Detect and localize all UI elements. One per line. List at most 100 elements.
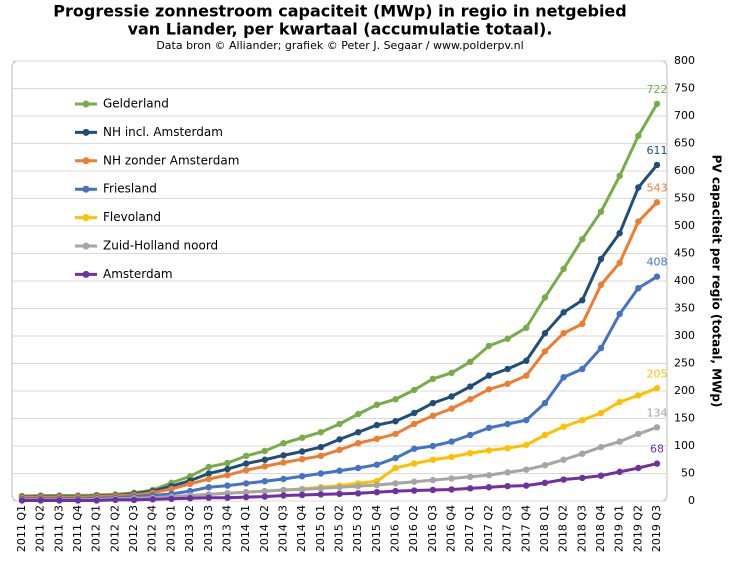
legend-label: Flevoland [103, 210, 161, 224]
point [392, 418, 399, 425]
value-label: 611 [647, 144, 668, 157]
y-tick-label: 150 [674, 412, 695, 425]
point [523, 357, 530, 364]
x-tick-label: 2017 Q3 [501, 505, 514, 552]
y-tick-label: 600 [674, 164, 695, 177]
x-tick-label: 2015 Q2 [333, 505, 346, 552]
point [485, 424, 493, 432]
point [317, 491, 325, 498]
y-tick-label: 200 [674, 384, 695, 397]
point [429, 442, 437, 450]
point [336, 436, 343, 443]
point [224, 490, 231, 497]
point [653, 199, 661, 206]
y-tick-label: 300 [674, 329, 695, 342]
point [392, 430, 399, 438]
point [280, 452, 287, 459]
point [579, 236, 586, 243]
point [504, 365, 511, 373]
value-label: 134 [647, 406, 668, 419]
x-tick-label: 2011 Q3 [52, 505, 65, 552]
point [392, 396, 399, 403]
x-tick-label: 2014 Q4 [295, 505, 308, 552]
point [523, 482, 530, 489]
x-tick-label: 2013 Q2 [183, 505, 196, 552]
value-label: 543 [647, 181, 668, 194]
point [354, 440, 362, 447]
point [560, 330, 567, 337]
point [336, 420, 343, 428]
legend-marker [82, 242, 90, 250]
point [560, 476, 567, 483]
y-tick-label: 100 [674, 439, 695, 452]
legend-marker [82, 100, 90, 108]
point [242, 452, 250, 460]
point [224, 482, 231, 489]
point [597, 344, 605, 352]
legend-marker [82, 157, 90, 165]
point [242, 489, 250, 496]
point [242, 493, 250, 501]
point [317, 443, 325, 451]
point [205, 463, 212, 471]
point [186, 495, 194, 502]
point [541, 348, 549, 355]
x-tick-label: 2011 Q4 [71, 505, 84, 552]
x-tick-label: 2017 Q1 [463, 505, 476, 552]
point [467, 449, 474, 457]
point [448, 393, 455, 400]
point [261, 463, 268, 470]
point [261, 493, 268, 500]
point [298, 486, 306, 493]
x-tick-label: 2014 Q2 [258, 505, 271, 552]
x-tick-label: 2014 Q3 [276, 505, 289, 552]
x-tick-label: 2013 Q3 [202, 505, 215, 552]
point [653, 100, 661, 108]
point [112, 496, 119, 504]
x-tick-label: 2018 Q3 [575, 505, 588, 552]
point [280, 475, 287, 483]
y-tick-label: 50 [681, 467, 695, 480]
x-tick-label: 2011 Q1 [15, 505, 28, 552]
point [616, 398, 623, 406]
point [224, 459, 231, 467]
point [130, 496, 138, 504]
point [504, 445, 511, 452]
point [467, 473, 474, 480]
point [392, 487, 399, 495]
point [448, 405, 455, 412]
point [242, 480, 250, 487]
point [653, 385, 661, 392]
point [597, 208, 605, 215]
point [653, 460, 661, 467]
legend-marker [82, 128, 90, 136]
point [429, 399, 437, 407]
y-tick-label: 550 [674, 192, 695, 205]
x-tick-label: 2016 Q2 [407, 505, 420, 552]
x-tick-label: 2012 Q3 [127, 505, 140, 552]
point [186, 487, 194, 495]
x-tick-label: 2019 Q1 [613, 505, 626, 552]
point [467, 358, 474, 366]
point [354, 410, 362, 418]
point [205, 484, 212, 491]
point [261, 447, 268, 455]
x-tick-label: 2018 Q4 [594, 505, 607, 552]
point [523, 416, 530, 424]
point [186, 480, 194, 488]
point [373, 461, 381, 468]
x-tick-label: 2013 Q4 [220, 505, 233, 552]
y-tick-label: 700 [674, 109, 695, 122]
legend-marker [82, 214, 90, 222]
legend-label: Gelderland [103, 97, 169, 111]
point [411, 409, 418, 417]
point [541, 294, 549, 301]
legend-marker [82, 185, 90, 193]
point [280, 459, 287, 466]
legend-marker [82, 270, 90, 278]
point [616, 229, 623, 237]
point [485, 447, 493, 454]
point [336, 467, 343, 474]
x-tick-label: 2017 Q4 [519, 505, 532, 552]
legend-label: Amsterdam [103, 267, 173, 281]
